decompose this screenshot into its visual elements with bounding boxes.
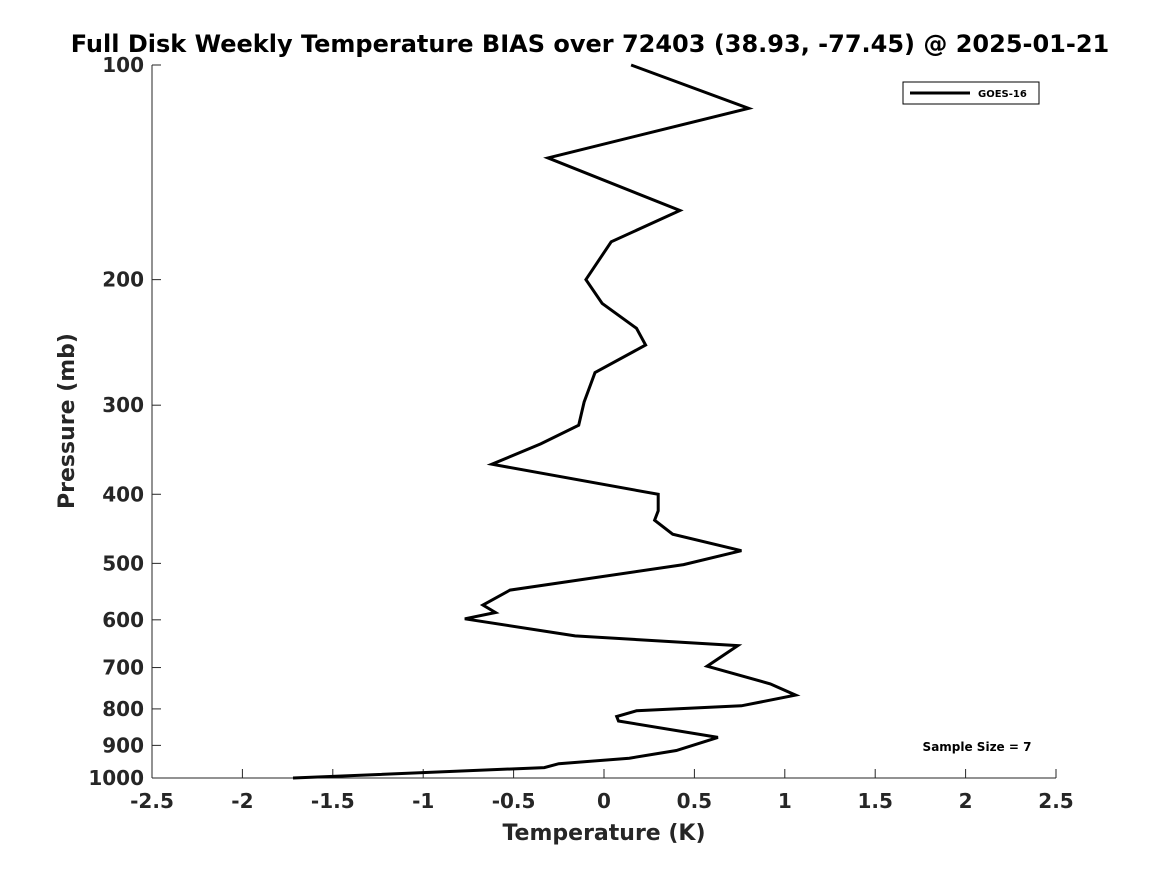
- y-tick-label: 600: [102, 608, 144, 632]
- y-tick-label: 800: [102, 697, 144, 721]
- y-tick-label: 700: [102, 656, 144, 680]
- x-tick-label: -2.5: [130, 789, 174, 813]
- chart-title: Full Disk Weekly Temperature BIAS over 7…: [71, 30, 1110, 58]
- y-tick-label: 500: [102, 551, 144, 575]
- x-tick-label: -1.5: [311, 789, 355, 813]
- x-tick-label: 0: [597, 789, 611, 813]
- y-tick-label: 900: [102, 733, 144, 757]
- legend-box: [902, 81, 1040, 105]
- x-axis-ticks: -2.5 -2 -1.5 -1 -0.5 0 0.5 1 1.5 2 2.5: [130, 769, 1074, 813]
- x-tick-label: -1: [412, 789, 434, 813]
- x-tick-label: 2.5: [1038, 789, 1073, 813]
- x-tick-label: 1: [778, 789, 792, 813]
- y-axis-label: Pressure (mb): [55, 333, 80, 509]
- legend-label-goes-16: GOES-16: [978, 89, 1027, 100]
- x-tick-label: -0.5: [492, 789, 536, 813]
- x-tick-label: 2: [959, 789, 973, 813]
- sample-size-annotation: Sample Size = 7: [923, 740, 1032, 754]
- y-tick-label: 200: [102, 268, 144, 292]
- y-tick-label: 300: [102, 393, 144, 417]
- x-tick-label: -2: [231, 789, 253, 813]
- y-axis-ticks: 100 200 300 400 500 600 700 800 900 1000: [88, 53, 161, 790]
- x-tick-label: 1.5: [857, 789, 892, 813]
- series-line-goes-16: [292, 63, 801, 780]
- x-tick-label: 0.5: [677, 789, 712, 813]
- plot-area: [152, 65, 1056, 778]
- x-axis-label: Temperature (K): [502, 821, 705, 846]
- y-tick-label: 1000: [88, 766, 144, 790]
- legend: GOES-16: [902, 81, 1040, 105]
- y-tick-label: 100: [102, 53, 144, 77]
- y-tick-label: 400: [102, 482, 144, 506]
